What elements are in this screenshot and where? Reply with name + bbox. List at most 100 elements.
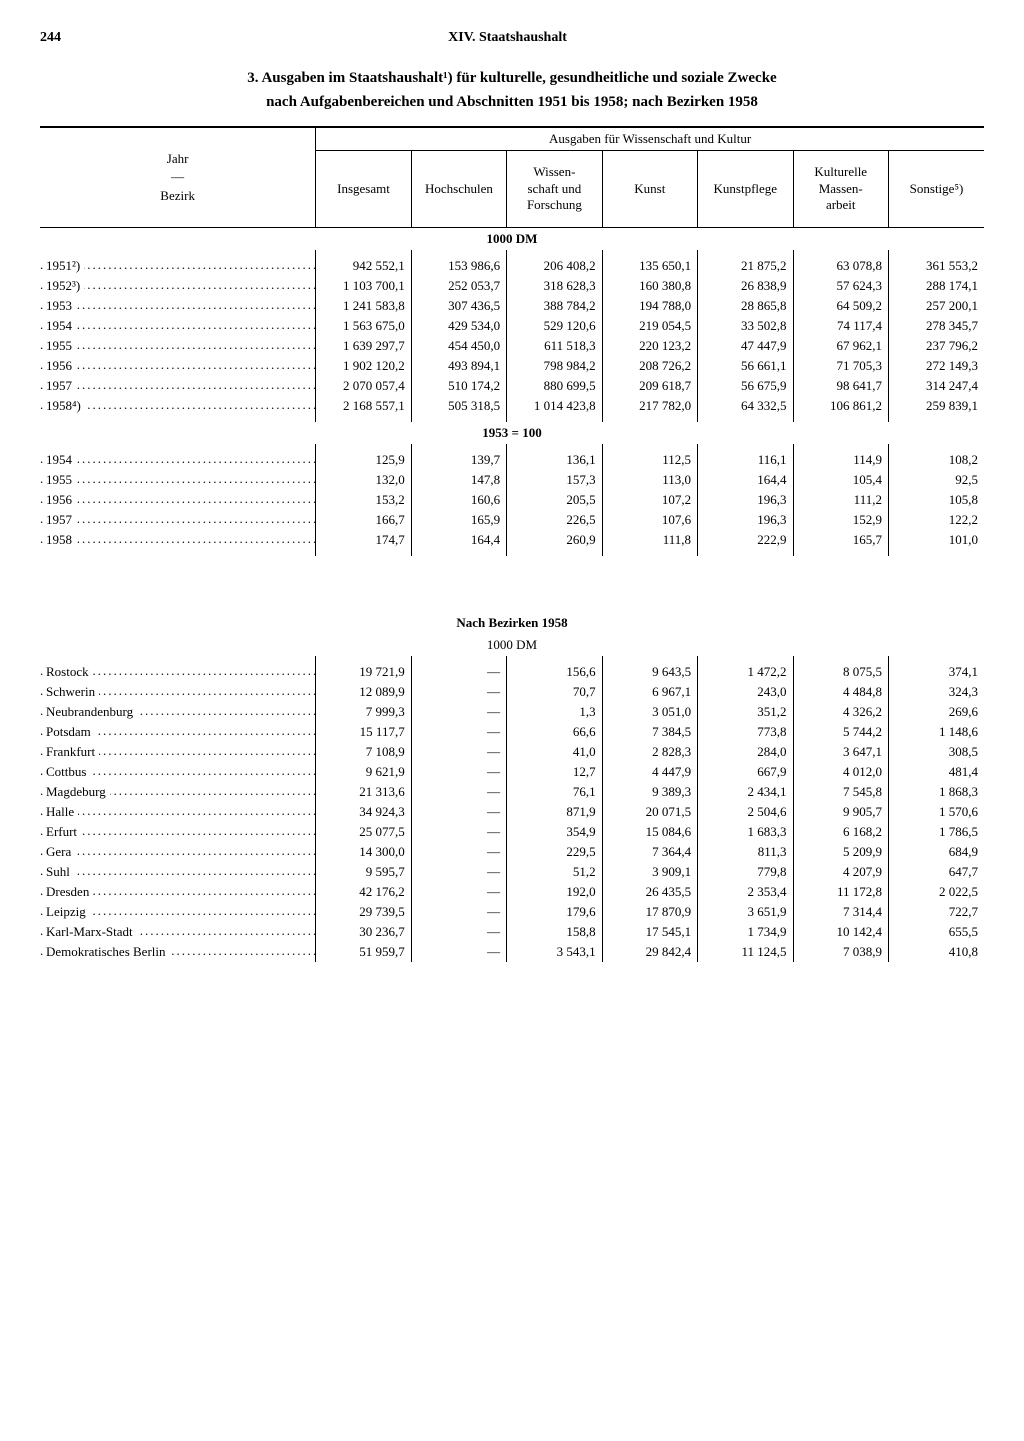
row-label: 1956 (40, 356, 316, 376)
cell: 157,3 (507, 470, 602, 490)
cell: 64 509,2 (793, 296, 888, 316)
row-label: Frankfurt (40, 742, 316, 762)
cell: 8 075,5 (793, 662, 888, 682)
row-label: Leipzig (40, 902, 316, 922)
row-label: 1955 (40, 336, 316, 356)
cell: 107,6 (602, 510, 697, 530)
cell: 226,5 (507, 510, 602, 530)
cell: 11 172,8 (793, 882, 888, 902)
table-row: 1954 125,9139,7136,1112,5116,1114,9108,2 (40, 450, 984, 470)
cell: 284,0 (698, 742, 793, 762)
section-heading: 1000 DM (40, 228, 984, 251)
cell: 493 894,1 (411, 356, 506, 376)
chapter-header: XIV. Staatshaushalt (448, 30, 567, 46)
cell: 259 839,1 (888, 396, 984, 416)
cell: 56 661,1 (698, 356, 793, 376)
cell: 158,8 (507, 922, 602, 942)
cell: 260,9 (507, 530, 602, 550)
cell: 2 353,4 (698, 882, 793, 902)
cell: 2 070 057,4 (316, 376, 411, 396)
row-label: Halle (40, 802, 316, 822)
cell: 165,7 (793, 530, 888, 550)
col-sonstige: Sonstige⁵) (888, 151, 984, 228)
cell: 153 986,6 (411, 256, 506, 276)
cell: 64 332,5 (698, 396, 793, 416)
cell: 3 651,9 (698, 902, 793, 922)
cell: 17 870,9 (602, 902, 697, 922)
cell: 351,2 (698, 702, 793, 722)
cell: 2 504,6 (698, 802, 793, 822)
row-label: 1953 (40, 296, 316, 316)
cell: — (411, 942, 506, 962)
cell: — (411, 782, 506, 802)
cell: 156,6 (507, 662, 602, 682)
cell: 10 142,4 (793, 922, 888, 942)
cell: 6 168,2 (793, 822, 888, 842)
table-row: Erfurt 25 077,5—354,915 084,61 683,36 16… (40, 822, 984, 842)
cell: 4 447,9 (602, 762, 697, 782)
cell: 116,1 (698, 450, 793, 470)
table-row: 1958⁴) 2 168 557,1505 318,51 014 423,821… (40, 396, 984, 416)
cell: 70,7 (507, 682, 602, 702)
table-row: Demokratisches Berlin 51 959,7—3 543,129… (40, 942, 984, 962)
section-heading: Nach Bezirken 1958 (40, 612, 984, 634)
cell: — (411, 702, 506, 722)
section-heading: 1953 = 100 (40, 422, 984, 444)
row-label: 1957 (40, 376, 316, 396)
cell: 51 959,7 (316, 942, 411, 962)
cell: 1 734,9 (698, 922, 793, 942)
cell: 12,7 (507, 762, 602, 782)
cell: 66,6 (507, 722, 602, 742)
cell: 257 200,1 (888, 296, 984, 316)
cell: 3 909,1 (602, 862, 697, 882)
table-row: 1954 1 563 675,0429 534,0529 120,6219 05… (40, 316, 984, 336)
table-row: Leipzig 29 739,5—179,617 870,93 651,97 3… (40, 902, 984, 922)
cell: 1 014 423,8 (507, 396, 602, 416)
cell: 135 650,1 (602, 256, 697, 276)
cell: 28 865,8 (698, 296, 793, 316)
cell: 1 241 583,8 (316, 296, 411, 316)
cell: 942 552,1 (316, 256, 411, 276)
cell: 92,5 (888, 470, 984, 490)
cell: 17 545,1 (602, 922, 697, 942)
cell: 165,9 (411, 510, 506, 530)
cell: — (411, 922, 506, 942)
cell: 318 628,3 (507, 276, 602, 296)
row-label: Rostock (40, 662, 316, 682)
table-title: 3. Ausgaben im Staatshaushalt¹) für kult… (40, 66, 984, 114)
table-row: 1955 1 639 297,7454 450,0611 518,3220 12… (40, 336, 984, 356)
cell: 481,4 (888, 762, 984, 782)
cell: 229,5 (507, 842, 602, 862)
cell: 205,5 (507, 490, 602, 510)
cell: 153,2 (316, 490, 411, 510)
section-heading: 1000 DM (40, 634, 984, 656)
cell: 206 408,2 (507, 256, 602, 276)
table-row: Potsdam 15 117,7—66,67 384,5773,85 744,2… (40, 722, 984, 742)
table-row: 1957 166,7165,9226,5107,6196,3152,9122,2 (40, 510, 984, 530)
cell: 196,3 (698, 510, 793, 530)
cell: 21 875,2 (698, 256, 793, 276)
cell: 354,9 (507, 822, 602, 842)
cell: 26 435,5 (602, 882, 697, 902)
table-row: Rostock 19 721,9—156,69 643,51 472,28 07… (40, 662, 984, 682)
cell: 278 345,7 (888, 316, 984, 336)
cell: 2 168 557,1 (316, 396, 411, 416)
cell: 871,9 (507, 802, 602, 822)
cell: 217 782,0 (602, 396, 697, 416)
cell: 773,8 (698, 722, 793, 742)
cell: 220 123,2 (602, 336, 697, 356)
cell: 2 022,5 (888, 882, 984, 902)
table-row: 1951²) 942 552,1153 986,6206 408,2135 65… (40, 256, 984, 276)
cell: 272 149,3 (888, 356, 984, 376)
cell: 19 721,9 (316, 662, 411, 682)
cell: — (411, 662, 506, 682)
cell: 107,2 (602, 490, 697, 510)
table-row: 1958 174,7164,4260,9111,8222,9165,7101,0 (40, 530, 984, 550)
cell: 12 089,9 (316, 682, 411, 702)
table-row: 1953 1 241 583,8307 436,5388 784,2194 78… (40, 296, 984, 316)
cell: 25 077,5 (316, 822, 411, 842)
cell: 2 828,3 (602, 742, 697, 762)
cell: 4 207,9 (793, 862, 888, 882)
cell: 9 621,9 (316, 762, 411, 782)
table-row: 1955 132,0147,8157,3113,0164,4105,492,5 (40, 470, 984, 490)
